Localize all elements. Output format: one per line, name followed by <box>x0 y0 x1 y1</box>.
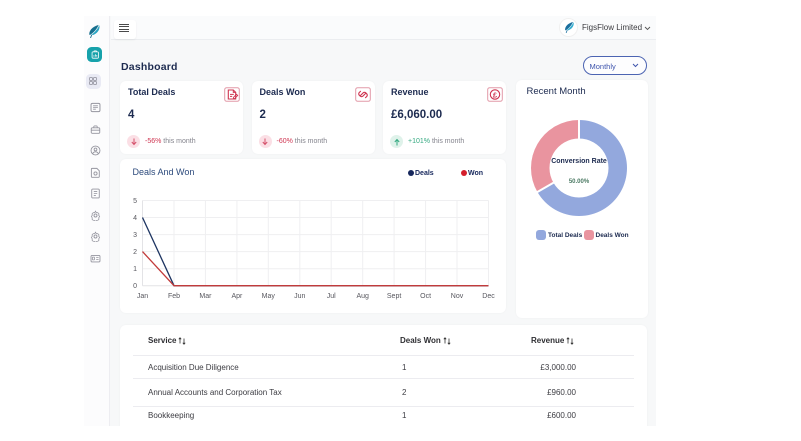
svg-text:3: 3 <box>133 232 137 239</box>
svg-text:Feb: Feb <box>168 293 180 300</box>
svg-text:Nov: Nov <box>451 293 464 300</box>
svg-text:Dec: Dec <box>482 293 495 300</box>
svg-text:Sept: Sept <box>387 293 401 300</box>
svg-text:2: 2 <box>133 249 137 256</box>
svg-text:0: 0 <box>133 283 137 290</box>
svg-text:Jan: Jan <box>137 293 148 300</box>
svg-text:4: 4 <box>133 215 137 222</box>
svg-text:1: 1 <box>133 266 137 273</box>
svg-text:£: £ <box>492 90 497 99</box>
svg-text:Jun: Jun <box>294 293 305 300</box>
svg-text:Aug: Aug <box>356 293 369 300</box>
svg-text:Apr: Apr <box>231 293 243 300</box>
svg-text:Jul: Jul <box>327 293 336 300</box>
svg-text:Oct: Oct <box>420 293 431 300</box>
svg-text:5: 5 <box>133 198 137 205</box>
svg-text:Mar: Mar <box>199 293 212 300</box>
svg-text:May: May <box>262 293 276 300</box>
